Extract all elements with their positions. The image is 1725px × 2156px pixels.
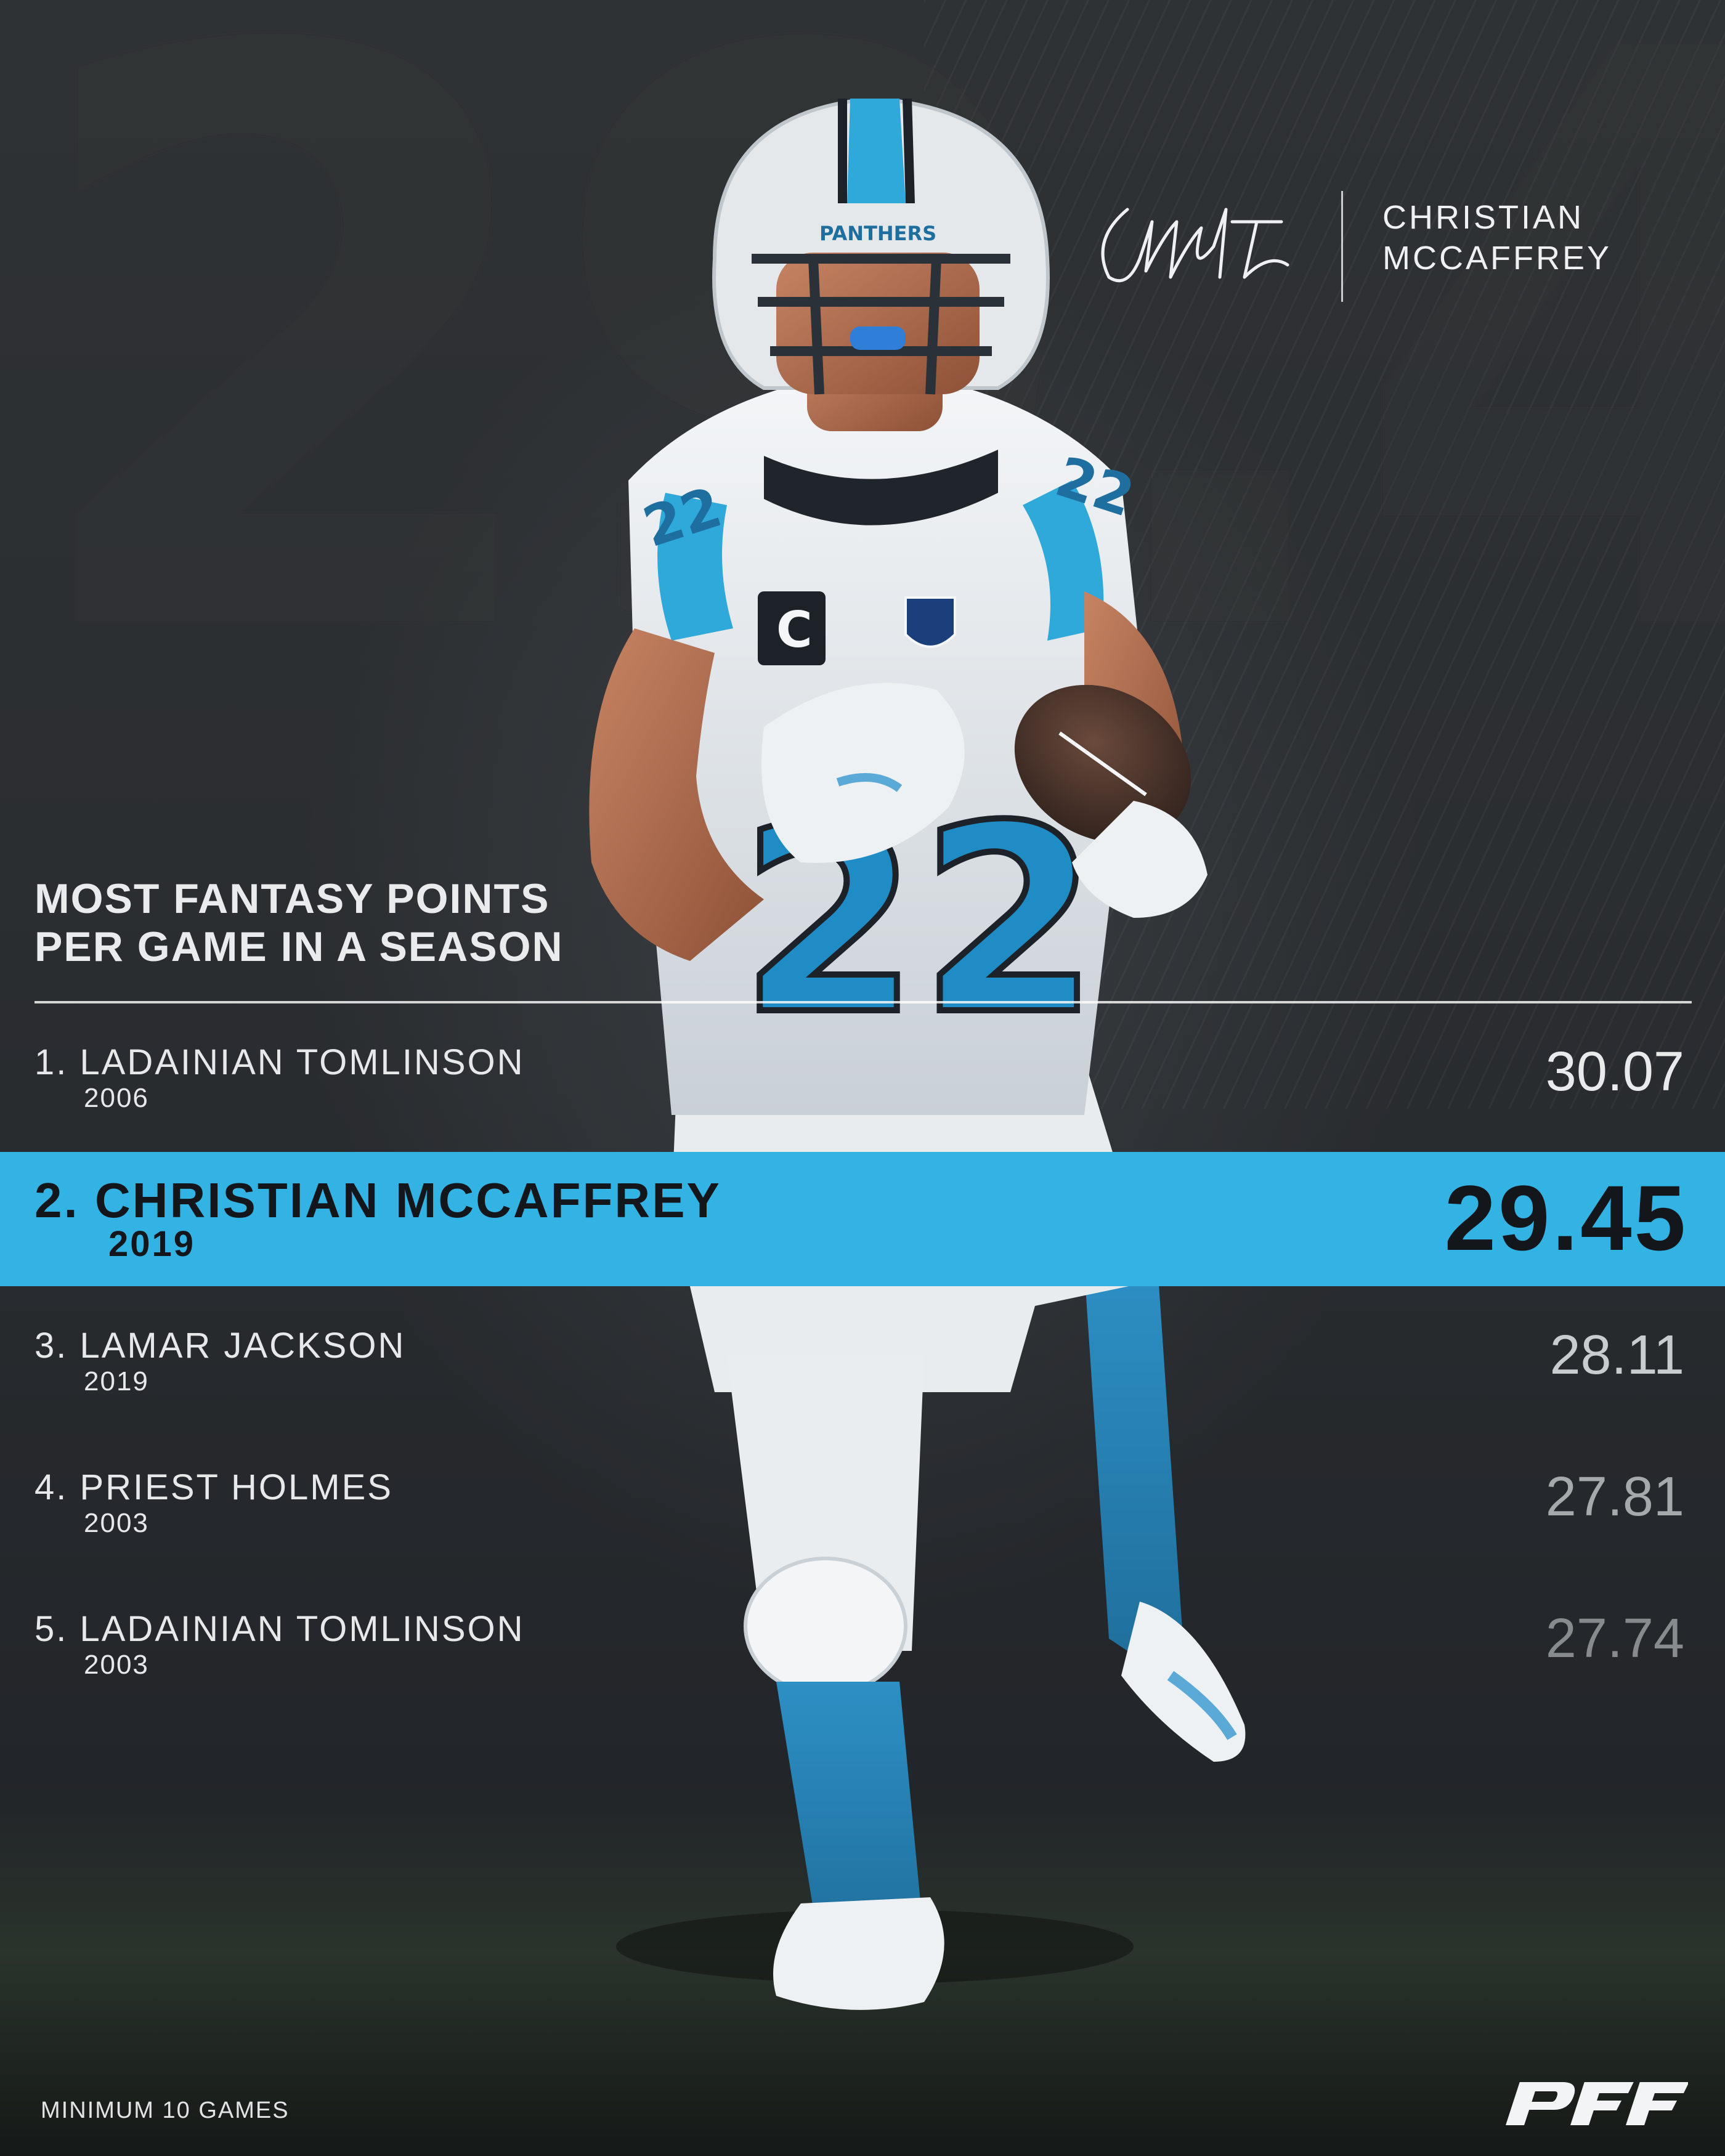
- rank-year: 2003: [84, 1508, 149, 1538]
- ranking-row-1: 1. LADAINIAN TOMLINSON 2006 30.07: [0, 1041, 1725, 1152]
- player-name-label: CHRISTIAN MCCAFFREY: [1382, 197, 1612, 278]
- left-arm: [589, 628, 764, 961]
- title-line-2: PER GAME IN A SEASON: [34, 923, 564, 970]
- title-line-1: MOST FANTASY POINTS: [34, 875, 550, 922]
- face: [776, 253, 980, 394]
- player-last-name: MCCAFFREY: [1382, 240, 1612, 277]
- rank-year: 2003: [84, 1650, 149, 1680]
- signature-divider: [1341, 191, 1343, 302]
- left-glove: [761, 683, 965, 863]
- player-first-name: CHRISTIAN: [1382, 199, 1585, 236]
- rank-name: 3. LAMAR JACKSON: [34, 1326, 406, 1366]
- rank-name: 4. PRIEST HOLMES: [34, 1467, 393, 1507]
- rank-value: 27.81: [1545, 1466, 1684, 1528]
- footnote: MINIMUM 10 GAMES: [41, 2097, 290, 2123]
- captain-patch: [758, 591, 826, 665]
- ranking-row-5: 5. LADAINIAN TOMLINSON 2003 27.74: [0, 1608, 1725, 1719]
- rank-value: 30.07: [1545, 1041, 1684, 1103]
- rank-value: 28.11: [1549, 1324, 1684, 1386]
- front-sock: [776, 1682, 924, 1947]
- rank-year: 2019: [84, 1366, 149, 1396]
- ranking-row-3: 3. LAMAR JACKSON 2019 28.11: [0, 1324, 1725, 1435]
- leaderboard-title: MOST FANTASY POINTS PER GAME IN A SEASON: [34, 875, 564, 971]
- rank-year: 2006: [84, 1083, 149, 1113]
- front-shoe: [773, 1897, 944, 2010]
- player-photo: 22 22 22 C PANTHERS: [589, 99, 1246, 2010]
- facemask: [752, 254, 1010, 395]
- rank-value: 29.45: [1444, 1166, 1688, 1270]
- nfl-shield: [904, 596, 956, 648]
- back-leg: [1084, 1269, 1183, 1663]
- right-glove: [1072, 801, 1208, 918]
- rank-year: 2019: [108, 1224, 196, 1264]
- pff-logo: [1506, 2082, 1688, 2125]
- rank-name: 1. LADAINIAN TOMLINSON: [34, 1042, 525, 1082]
- helmet-stripe: [847, 99, 906, 203]
- signature-graphic: [1101, 208, 1289, 283]
- svg-text:C: C: [776, 601, 813, 659]
- helmet-label: PANTHERS: [819, 222, 936, 245]
- player-signature-block: CHRISTIAN MCCAFFREY: [1084, 185, 1639, 308]
- title-divider: [34, 1001, 1692, 1003]
- ranking-row-4: 4. PRIEST HOLMES 2003 27.81: [0, 1466, 1725, 1577]
- ranking-row-2-highlighted: 2. CHRISTIAN MCCAFFREY 2019 29.45: [0, 1152, 1725, 1286]
- rank-value: 27.74: [1545, 1608, 1684, 1669]
- rank-name: 5. LADAINIAN TOMLINSON: [34, 1609, 525, 1649]
- mouthguard: [850, 326, 906, 350]
- rank-name: 2. CHRISTIAN MCCAFFREY: [34, 1173, 721, 1228]
